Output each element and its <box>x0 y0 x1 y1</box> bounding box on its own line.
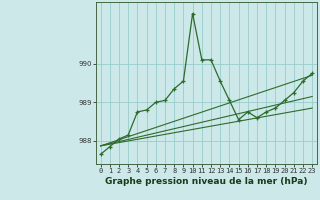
X-axis label: Graphe pression niveau de la mer (hPa): Graphe pression niveau de la mer (hPa) <box>105 177 308 186</box>
